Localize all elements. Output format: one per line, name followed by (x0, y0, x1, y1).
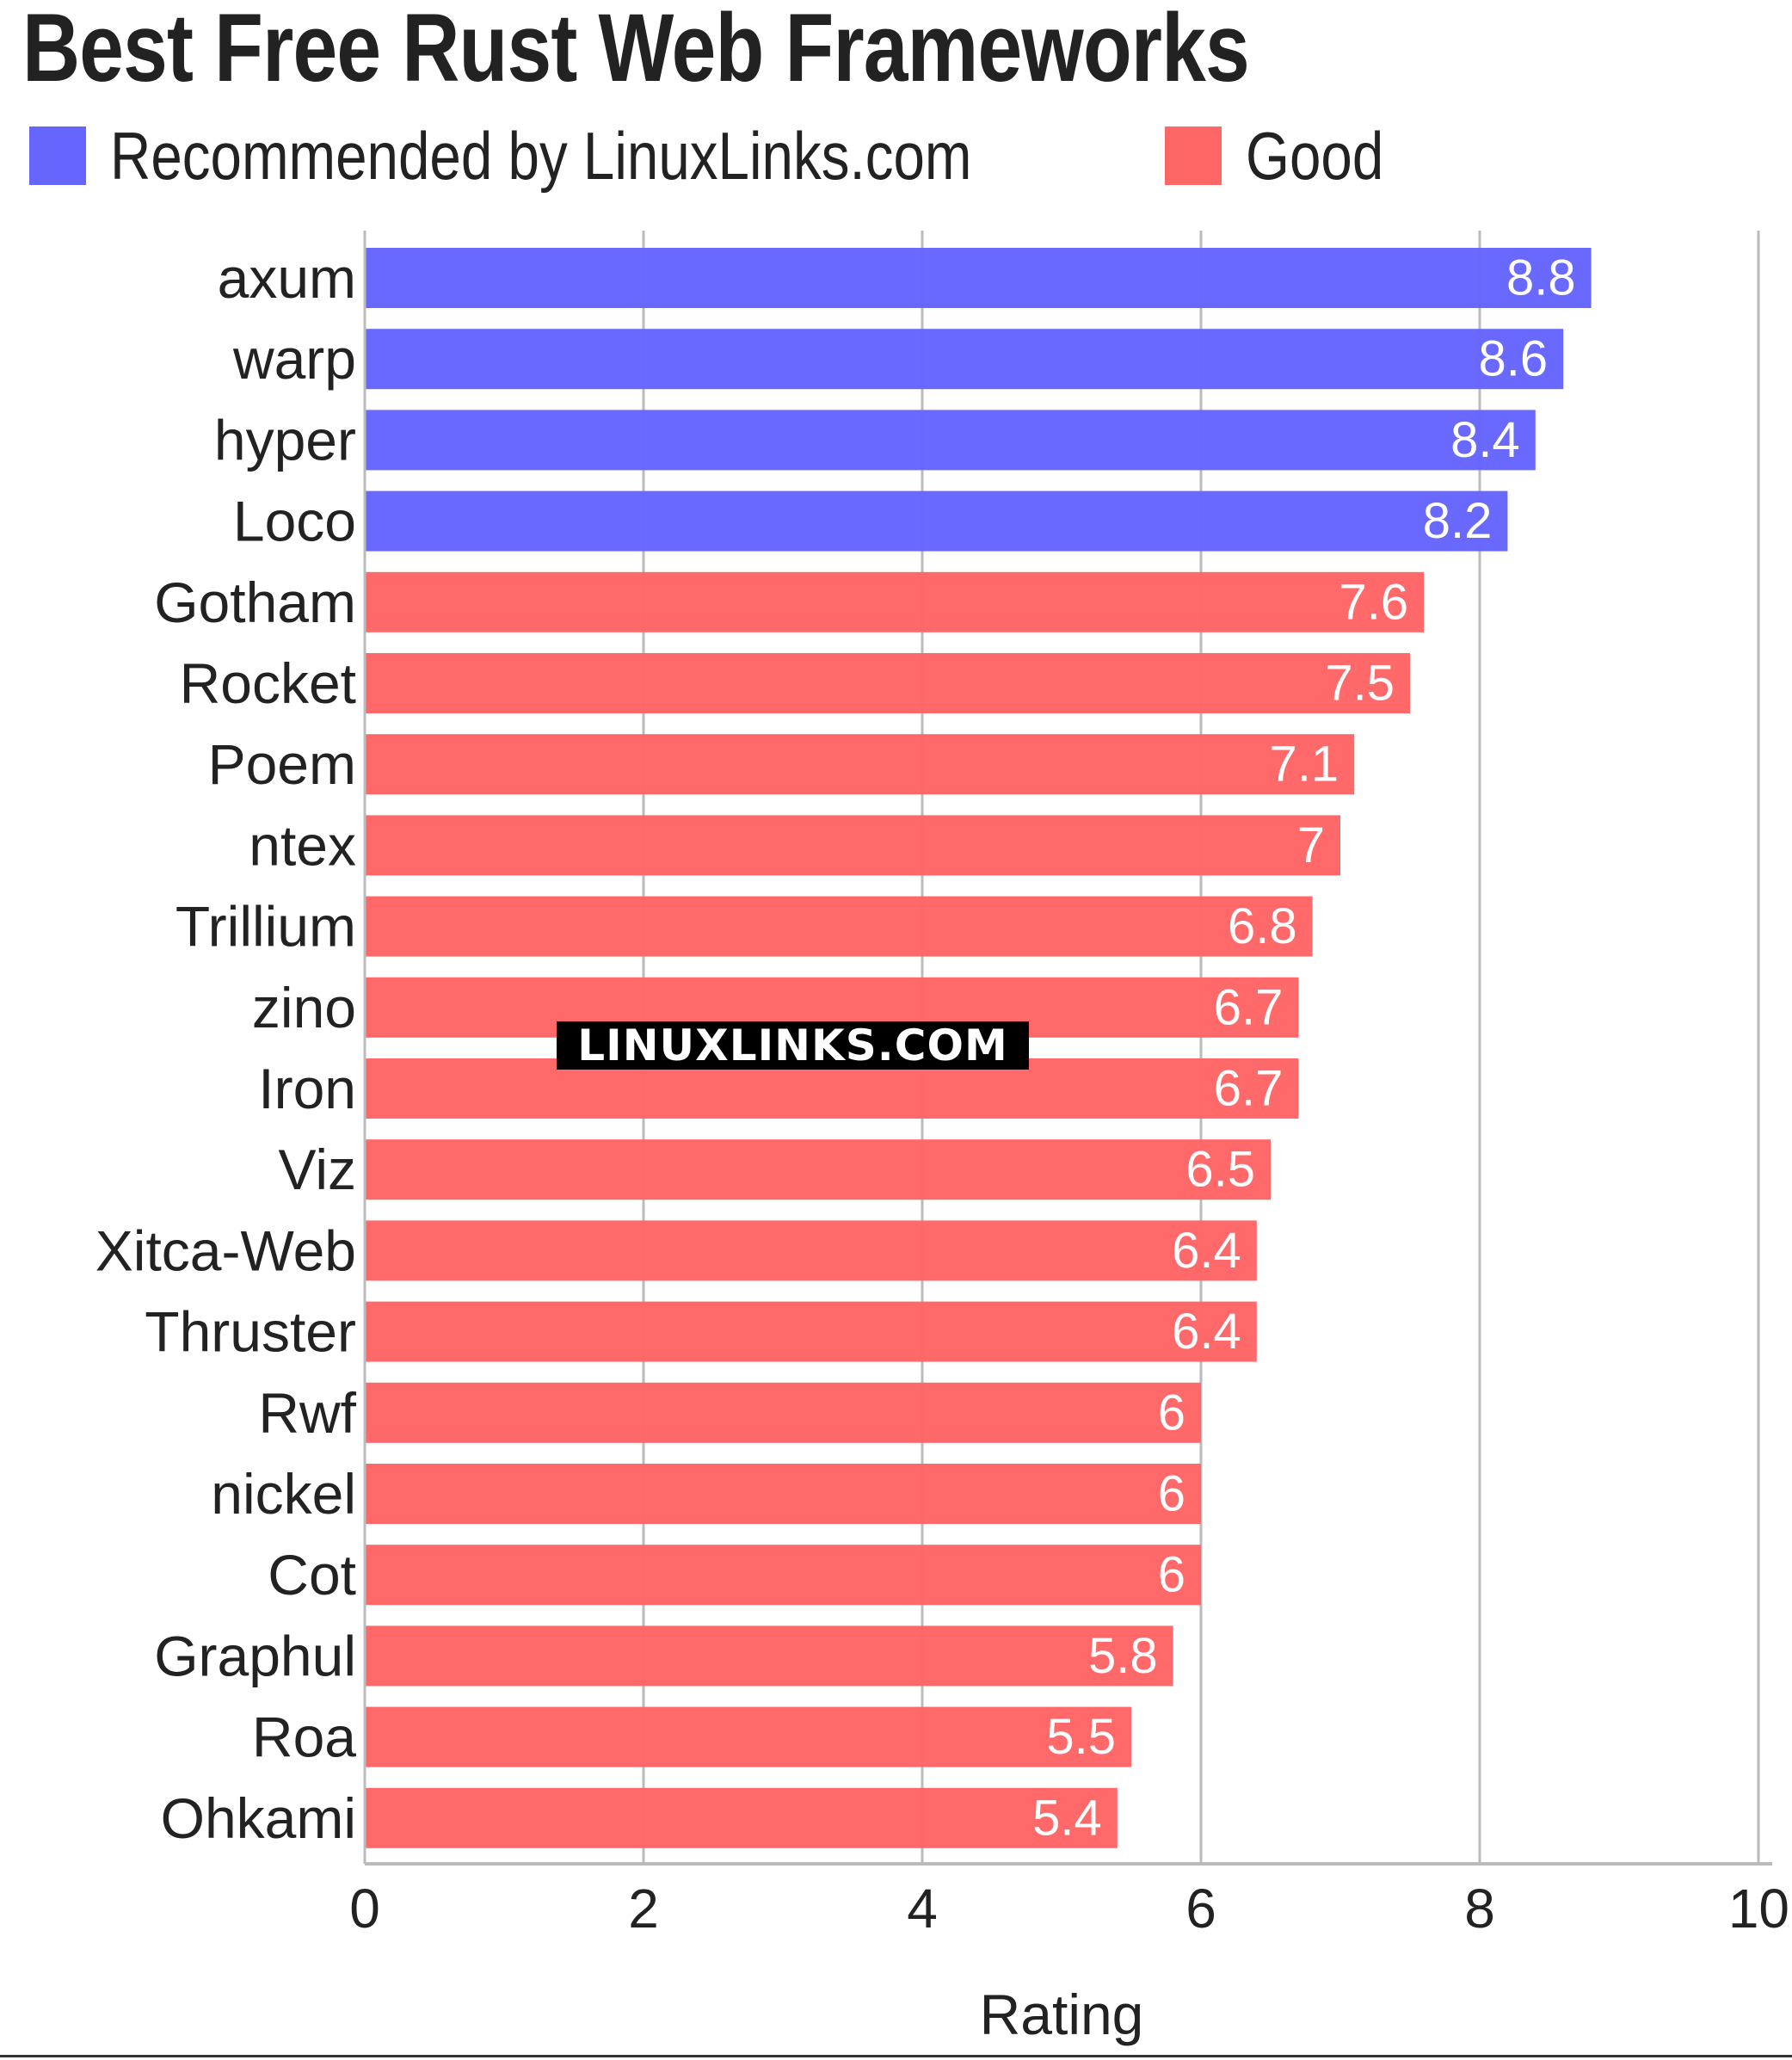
category-label: Graphul (154, 1624, 356, 1687)
legend-swatch-good (1165, 126, 1222, 185)
data-label: 6.7 (1214, 1061, 1284, 1117)
category-label: Iron (258, 1057, 356, 1120)
x-tick-label: 10 (1728, 1878, 1789, 1940)
category-label: Ohkami (161, 1786, 356, 1850)
category-label: Poem (208, 732, 356, 796)
data-label: 6 (1158, 1385, 1185, 1440)
x-axis-title: Rating (980, 1983, 1144, 2046)
bottom-divider (0, 2055, 1792, 2057)
x-tick-label: 2 (628, 1878, 659, 1940)
category-label: Trillium (176, 895, 356, 959)
category-label: Cot (268, 1543, 356, 1607)
data-label: 6.4 (1172, 1223, 1241, 1279)
legend-label-recommended: Recommended by LinuxLinks.com (110, 117, 972, 194)
bar (365, 1301, 1257, 1362)
bar (365, 1220, 1257, 1281)
bar (365, 490, 1508, 552)
legend: Recommended by LinuxLinks.com Good (29, 122, 1439, 189)
bar (365, 1382, 1201, 1443)
category-label: Viz (279, 1138, 357, 1201)
legend-item-recommended: Recommended by LinuxLinks.com (29, 122, 1136, 189)
category-label: Xitca-Web (95, 1218, 356, 1282)
category-label: zino (252, 976, 356, 1039)
x-axis: 0 2 4 6 8 10 Rating (349, 231, 1789, 2046)
bar (365, 1625, 1173, 1687)
bar (365, 896, 1313, 957)
legend-label-good: Good (1246, 117, 1384, 194)
data-label: 8.8 (1506, 250, 1576, 306)
bar (365, 653, 1410, 713)
category-label: nickel (211, 1462, 356, 1526)
value-labels: 8.8 8.6 8.4 8.27.6 7.5 7.1 76.8 6.7 6.7 6.5 6.4 6.4… (1032, 250, 1575, 1847)
legend-swatch-recommended (29, 126, 86, 185)
data-label: 6.8 (1228, 898, 1297, 954)
data-label: 6 (1158, 1547, 1185, 1603)
x-tick-label: 4 (907, 1878, 938, 1940)
category-label: Rwf (258, 1381, 356, 1445)
category-label: Loco (233, 490, 356, 553)
data-label: 5.8 (1088, 1628, 1158, 1684)
watermark-logo: LINUXLINKS.COM (557, 1021, 1029, 1070)
bar (365, 734, 1355, 795)
data-label: 8.6 (1479, 331, 1549, 387)
category-label: Rocket (180, 651, 356, 715)
category-label: Thruster (145, 1300, 356, 1364)
data-label: 6.7 (1214, 979, 1284, 1035)
data-label: 7.6 (1339, 574, 1409, 630)
bar (365, 571, 1425, 632)
category-label: Gotham (154, 571, 356, 634)
legend-item-good: Good (1165, 122, 1410, 189)
category-label: ntex (249, 813, 356, 877)
data-label: 8.2 (1423, 493, 1493, 549)
bar (365, 815, 1340, 876)
bar (365, 1545, 1201, 1606)
chart-title: Best Free Rust Web Frameworks (22, 0, 1250, 102)
x-tick-label: 8 (1464, 1878, 1495, 1940)
category-label: Roa (252, 1705, 356, 1769)
category-label: warp (232, 327, 356, 391)
data-label: 6.4 (1172, 1304, 1241, 1360)
bar (365, 410, 1536, 471)
bar (365, 1706, 1131, 1767)
bar (365, 1787, 1118, 1848)
data-label: 7.5 (1325, 656, 1395, 712)
data-label: 6.5 (1185, 1142, 1255, 1198)
data-label: 8.4 (1450, 412, 1520, 468)
category-labels: axum warp hyper Loco Gotham Rocket Poem ntex Tri… (95, 246, 357, 1850)
data-label: 5.5 (1046, 1709, 1116, 1765)
category-label: axum (218, 246, 356, 310)
bar (365, 1464, 1201, 1524)
bar (365, 248, 1592, 308)
bar (365, 329, 1564, 390)
category-label: hyper (214, 408, 356, 472)
data-label: 7 (1297, 817, 1325, 873)
x-tick-label: 0 (349, 1878, 380, 1940)
data-label: 7.1 (1270, 737, 1339, 793)
bars (365, 248, 1592, 1848)
data-label: 5.4 (1032, 1790, 1102, 1846)
x-tick-label: 6 (1185, 1878, 1216, 1940)
bar (365, 1139, 1271, 1200)
data-label: 6 (1158, 1466, 1185, 1522)
